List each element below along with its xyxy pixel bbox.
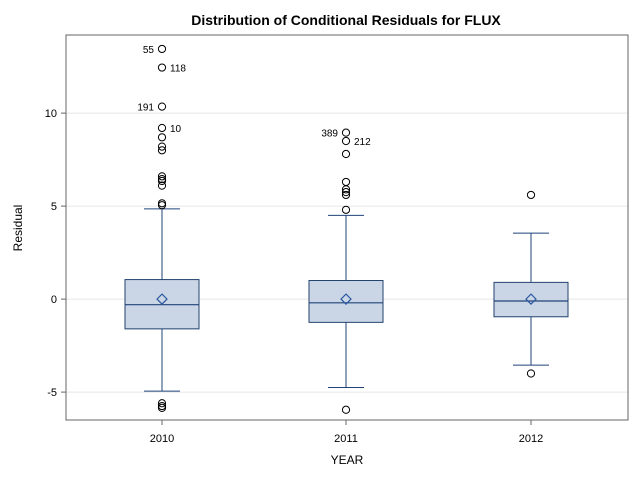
outlier-point [341,405,351,414]
gridlines [66,112,628,393]
iqr-box [493,281,569,318]
outlier-point [341,128,351,137]
iqr-box [308,280,384,323]
outlier-point [157,172,167,181]
box-group-2010: 55 118 191 10 [124,44,200,413]
outlier-point [526,369,536,378]
outlier-point [157,403,167,413]
boxes: 55 118 191 10 389 212 [124,44,569,414]
outlier-point [157,133,167,142]
mean-marker [525,293,537,305]
y-tick-label: 5 [51,201,57,213]
outlier-point [341,136,351,146]
outlier-label: 10 [170,124,182,135]
outlier-point [157,123,167,133]
outlier-point [157,142,167,151]
mean-marker [340,293,352,305]
chart-title: Distribution of Conditional Residuals fo… [191,12,501,28]
outlier-point [341,205,351,214]
x-tick-label: 2011 [334,433,358,445]
outlier-point [157,201,167,210]
x-axis: 2010 2011 2012 [150,420,543,445]
outlier-point [341,190,351,200]
outlier-label: 191 [137,103,154,114]
outlier-point [157,44,167,54]
x-tick-label: 2012 [519,433,543,445]
outlier-point [341,177,351,187]
outlier-point [341,149,351,159]
outlier-point [341,188,351,197]
outlier-point [157,399,167,408]
outlier-point [341,185,351,194]
outlier-label: 212 [354,137,371,148]
y-tick-label: 0 [51,294,57,306]
outlier-point [526,190,536,200]
outlier-point [157,63,167,72]
y-axis-label: Residual [11,205,25,252]
outlier-point [157,181,167,190]
y-axis: -5 0 5 10 [45,108,66,399]
outlier-label: 118 [170,64,186,75]
outlier-point [157,102,167,111]
y-tick-label: 10 [45,108,57,120]
outlier-label: 389 [321,129,338,140]
x-tick-label: 2010 [150,433,174,445]
box-group-2011: 389 212 [308,128,384,414]
outlier-label: 55 [143,45,155,56]
x-axis-label: YEAR [331,453,364,467]
y-tick-label: -5 [47,387,57,399]
box-group-2012 [493,190,569,378]
outlier-point [157,146,167,155]
plot-frame [65,34,629,421]
mean-marker [156,293,168,305]
outlier-point [157,176,167,186]
